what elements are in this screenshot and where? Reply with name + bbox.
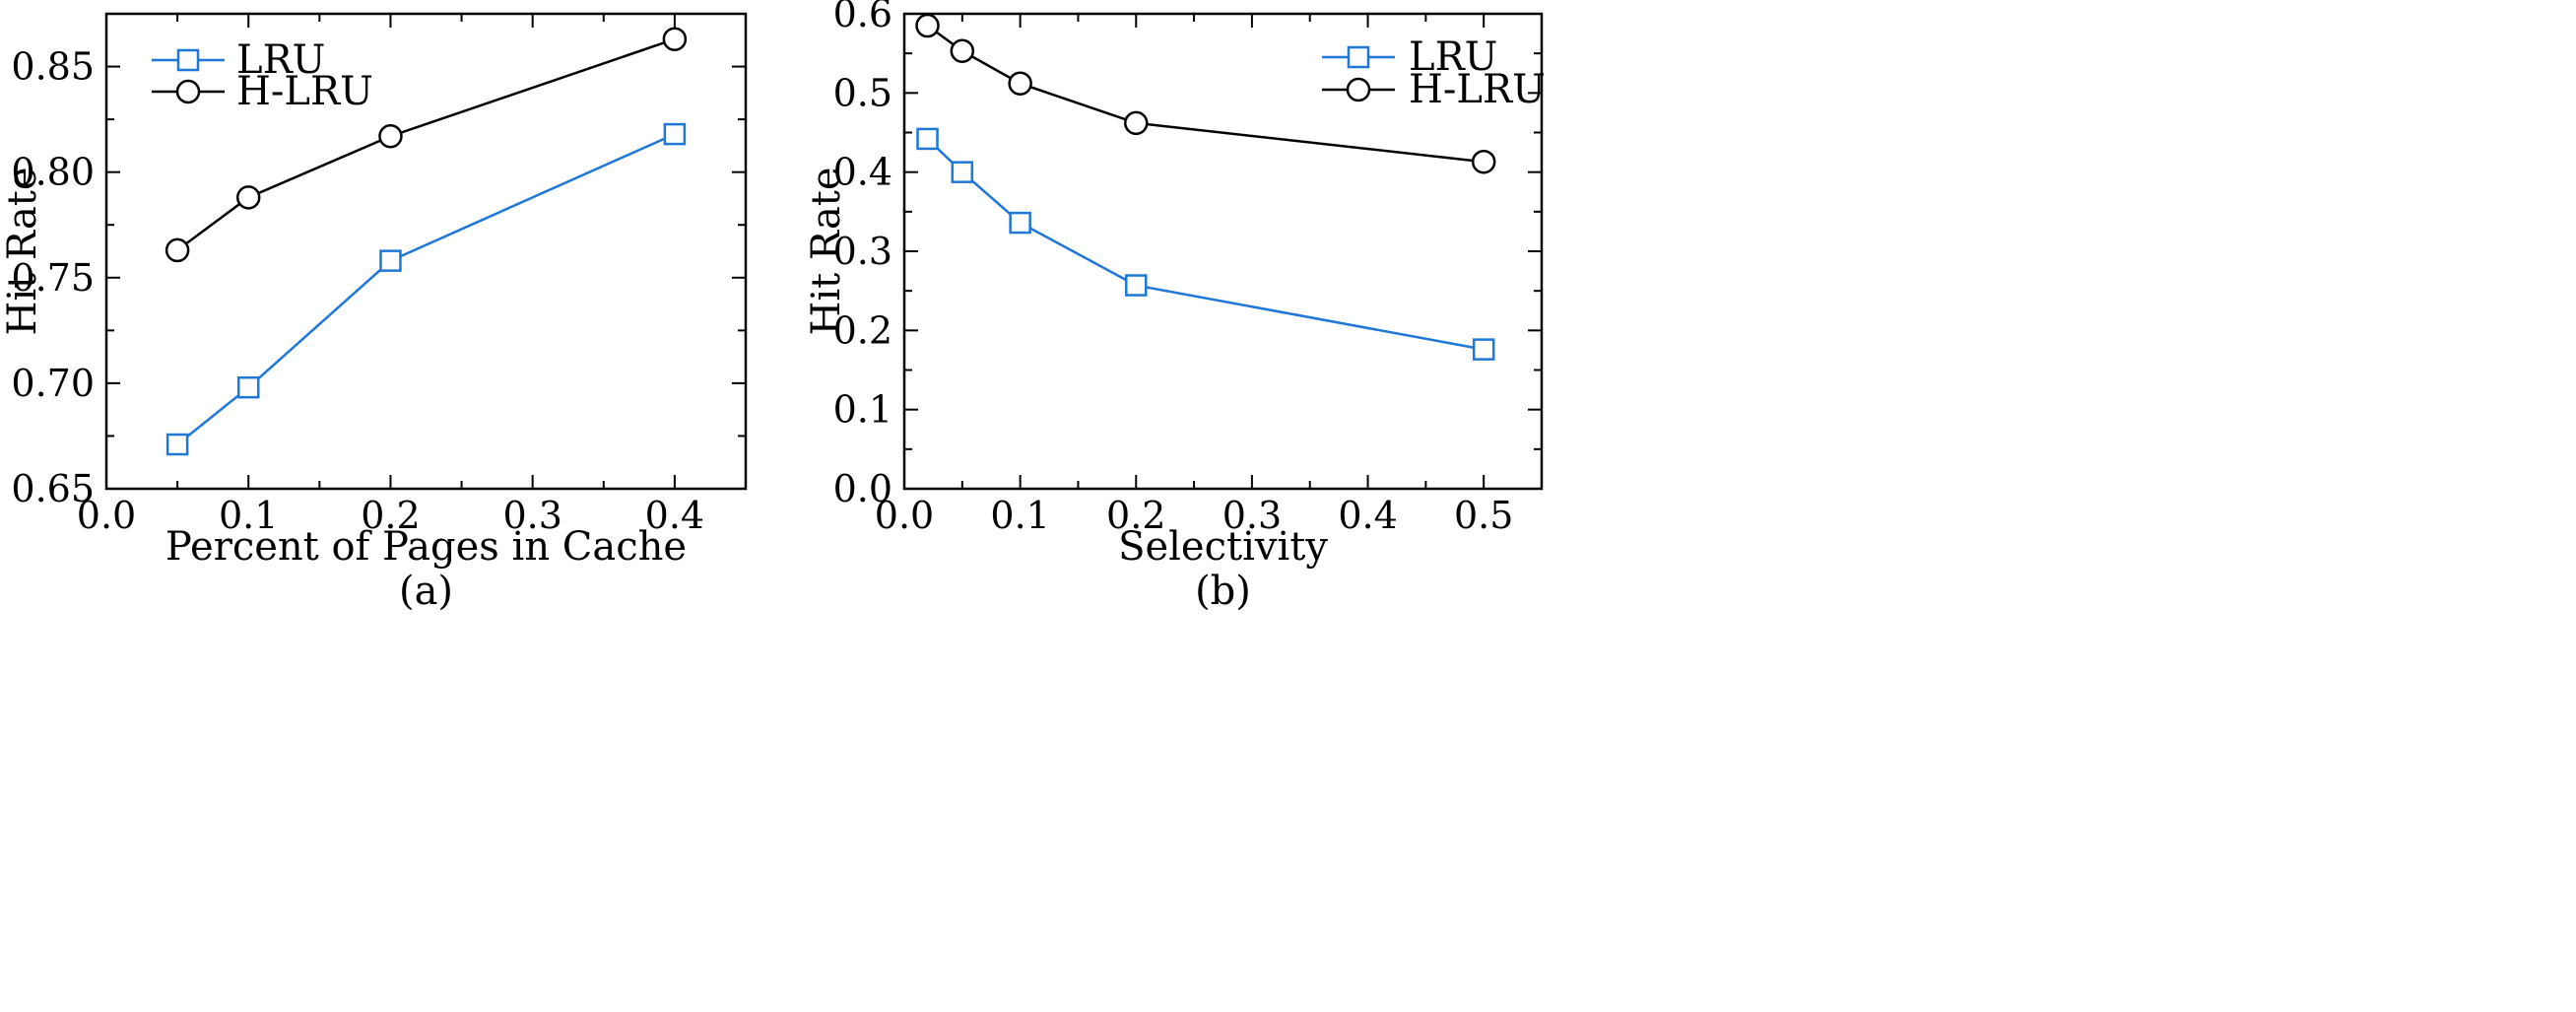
y-tick-label: 0.5 (833, 71, 892, 114)
x-tick-label: 0.0 (875, 494, 934, 537)
y-tick-label: 0.4 (833, 151, 892, 194)
y-tick-label: 0.70 (11, 362, 95, 405)
y-tick-label: 0.6 (833, 0, 892, 35)
legend-item: H-LRU (1322, 67, 1546, 112)
y-tick-label: 0.3 (833, 230, 892, 273)
legend-marker (175, 79, 201, 104)
legend-item: H-LRU (152, 69, 373, 114)
data-point (1009, 211, 1031, 235)
x-axis-label: Selectivity (1118, 524, 1328, 570)
y-tick-label: 0.0 (833, 467, 892, 510)
series-h-lru (915, 13, 1496, 174)
data-point (1008, 71, 1032, 96)
legend-item: LRU (152, 37, 325, 83)
series-lru (165, 122, 687, 456)
data-point (1124, 110, 1149, 136)
legend-marker (1346, 77, 1371, 102)
legend-label: LRU (1409, 34, 1497, 80)
x-tick-label: 0.3 (502, 494, 561, 537)
data-point (378, 123, 403, 149)
y-tick-label: 0.80 (11, 151, 95, 194)
series-line (176, 37, 676, 251)
data-point (663, 122, 687, 146)
data-point (1471, 149, 1496, 174)
data-point (950, 38, 975, 64)
y-tick-label: 0.75 (11, 256, 95, 300)
data-point (235, 185, 261, 210)
data-point (379, 249, 402, 272)
series-line (176, 132, 676, 445)
x-tick-label: 0.1 (990, 494, 1049, 537)
chart-panel-2: 0.0 0.1 0.2 0.3 0.4 0.5 0.0 0.1 0.2 0.3 0.4 0.5 0.6 S… (804, 0, 1546, 614)
plot-frame (104, 12, 748, 491)
data-point (236, 375, 260, 399)
panel-caption: (b) (1195, 569, 1251, 614)
panel-caption: (a) (399, 569, 453, 614)
legend-marker (1347, 45, 1370, 69)
y-tick-label: 0.2 (833, 308, 892, 352)
y-axis-label: Hit Rate (804, 167, 849, 335)
data-point (662, 27, 688, 51)
x-tick-label: 0.2 (1106, 494, 1165, 537)
x-tick-label: 0.1 (219, 494, 278, 537)
data-point (165, 433, 189, 456)
x-tick-label: 0.3 (1222, 494, 1282, 537)
series-line (926, 25, 1485, 164)
data-point (165, 237, 190, 263)
data-point (915, 13, 940, 38)
legend-label: H-LRU (236, 69, 373, 114)
series-h-lru (165, 27, 688, 263)
data-point (951, 161, 974, 183)
x-tick-label: 0.2 (361, 494, 420, 537)
y-axis-label: Hit Rate (0, 167, 45, 335)
y-tick-label: 0.1 (833, 388, 892, 432)
legend-label: H-LRU (1409, 67, 1546, 112)
legend-item: LRU (1322, 34, 1497, 80)
x-tick-label: 0.5 (1454, 494, 1513, 537)
legend-marker (176, 48, 200, 72)
chart-panel-1: 0.0 0.1 0.2 0.3 0.4 0.65 0.70 0.75 0.80 0.85 Perce… (0, 12, 748, 614)
data-point (916, 127, 939, 151)
x-tick-label: 0.4 (1338, 494, 1397, 537)
x-axis-label: Percent of Pages in Cache (165, 524, 687, 570)
series-lru (916, 127, 1495, 361)
data-point (1125, 274, 1148, 297)
y-tick-label: 0.65 (11, 467, 95, 510)
y-tick-label: 0.85 (11, 45, 95, 89)
legend-label: LRU (236, 37, 325, 83)
data-point (1472, 338, 1495, 361)
series-line (926, 138, 1485, 351)
x-tick-label: 0.0 (77, 494, 136, 537)
x-tick-label: 0.4 (645, 494, 704, 537)
